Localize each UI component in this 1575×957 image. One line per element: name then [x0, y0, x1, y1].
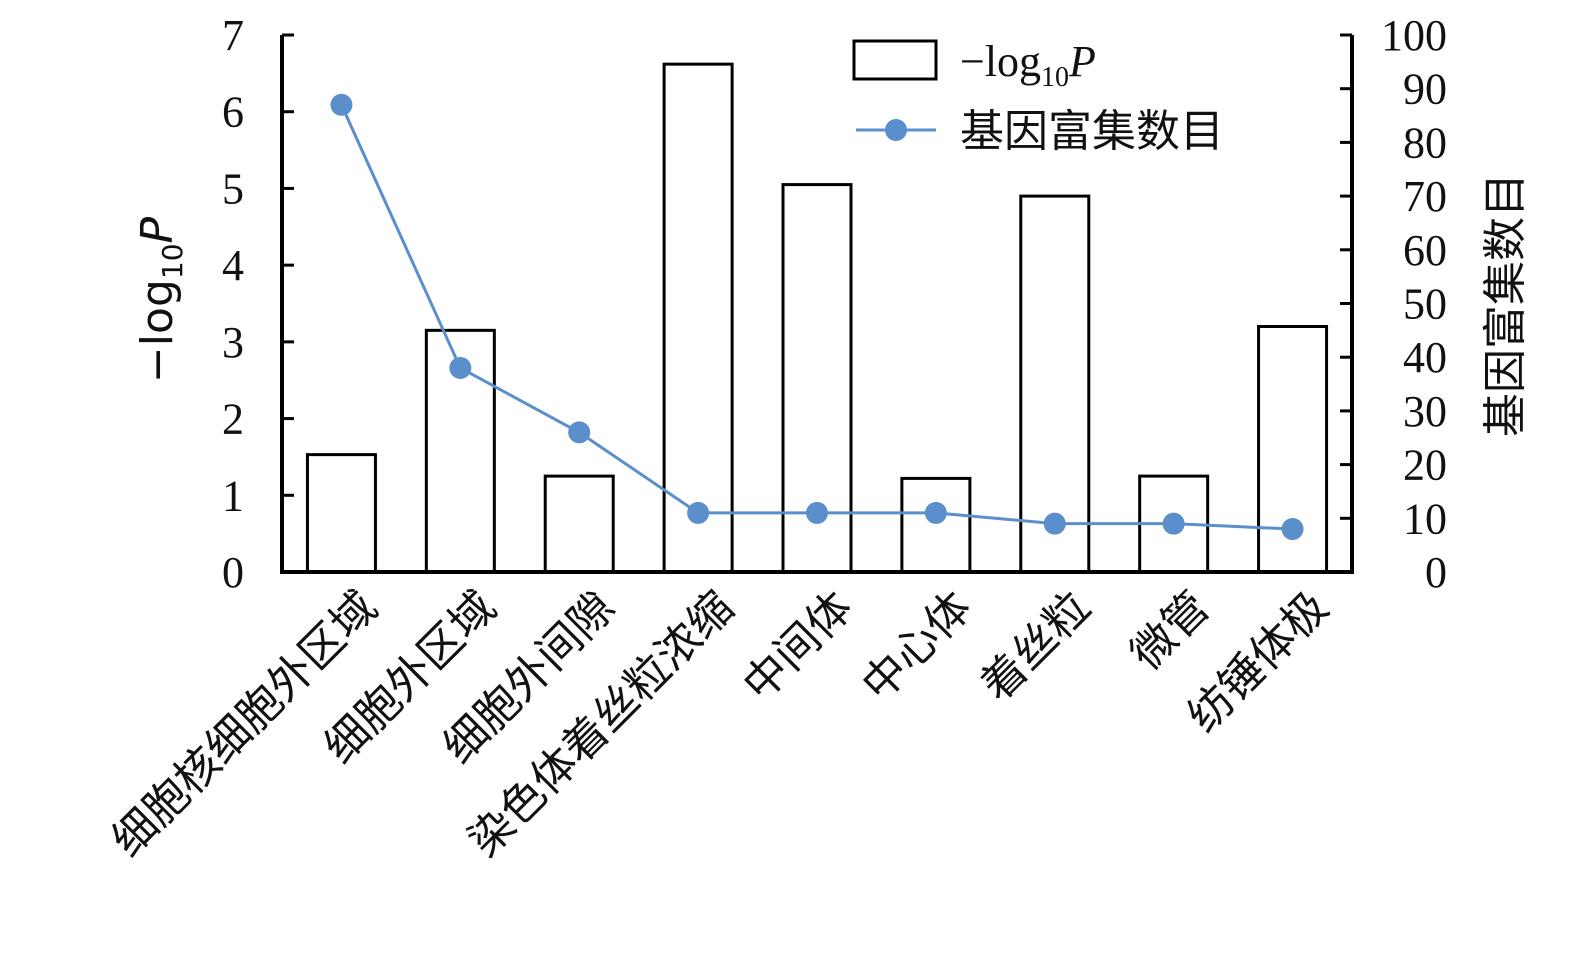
legend-bar-swatch	[852, 39, 938, 81]
legend: −log10P 基因富集数目	[852, 37, 1224, 156]
right-tick-label: 0	[1425, 548, 1447, 597]
series-point	[1043, 512, 1066, 535]
series-point	[687, 501, 710, 524]
right-tick-label: 100	[1381, 11, 1447, 60]
right-axis-title: 基因富集数目	[1480, 173, 1531, 437]
right-tick-label: 90	[1403, 65, 1447, 114]
right-tick-label: 50	[1403, 280, 1447, 329]
category-label: 着丝粒	[971, 582, 1100, 711]
legend-line-label: 基因富集数目	[960, 107, 1224, 156]
legend-line-marker	[885, 119, 907, 141]
bar	[543, 474, 615, 574]
right-tick-label: 70	[1403, 172, 1447, 221]
left-tick-label: 3	[222, 318, 244, 367]
category-label: 微管	[1121, 582, 1219, 680]
category-label: 中心体	[852, 582, 981, 711]
bar	[662, 62, 734, 574]
right-tick-label: 40	[1403, 333, 1447, 382]
left-tick-label: 1	[222, 471, 244, 520]
left-axis-ticks: 0 1 2 3 4 5 6 7	[222, 11, 294, 597]
left-tick-label: 4	[222, 241, 244, 290]
left-axis-title: −log10P	[132, 216, 189, 383]
series-point	[924, 501, 947, 524]
series-point	[1281, 518, 1304, 541]
bar	[900, 476, 972, 574]
right-tick-label: 10	[1403, 494, 1447, 543]
left-tick-label: 6	[222, 88, 244, 137]
line-series	[330, 93, 1304, 541]
right-tick-label: 30	[1403, 387, 1447, 436]
right-tick-label: 20	[1403, 441, 1447, 490]
bar	[305, 453, 377, 574]
left-tick-label: 7	[222, 11, 244, 60]
series-point	[806, 501, 828, 524]
series-point	[449, 356, 472, 379]
series-point	[1162, 512, 1185, 535]
left-tick-label: 5	[222, 164, 244, 213]
right-tick-label: 60	[1403, 226, 1447, 275]
right-tick-label: 80	[1403, 118, 1447, 167]
left-tick-label: 0	[222, 548, 244, 597]
series-point	[330, 93, 353, 116]
bar-series	[305, 62, 1329, 574]
series-point	[568, 421, 591, 444]
left-tick-label: 2	[222, 395, 244, 444]
category-label: 中间体	[733, 582, 862, 711]
legend-bar-label: −log10P	[960, 37, 1096, 93]
